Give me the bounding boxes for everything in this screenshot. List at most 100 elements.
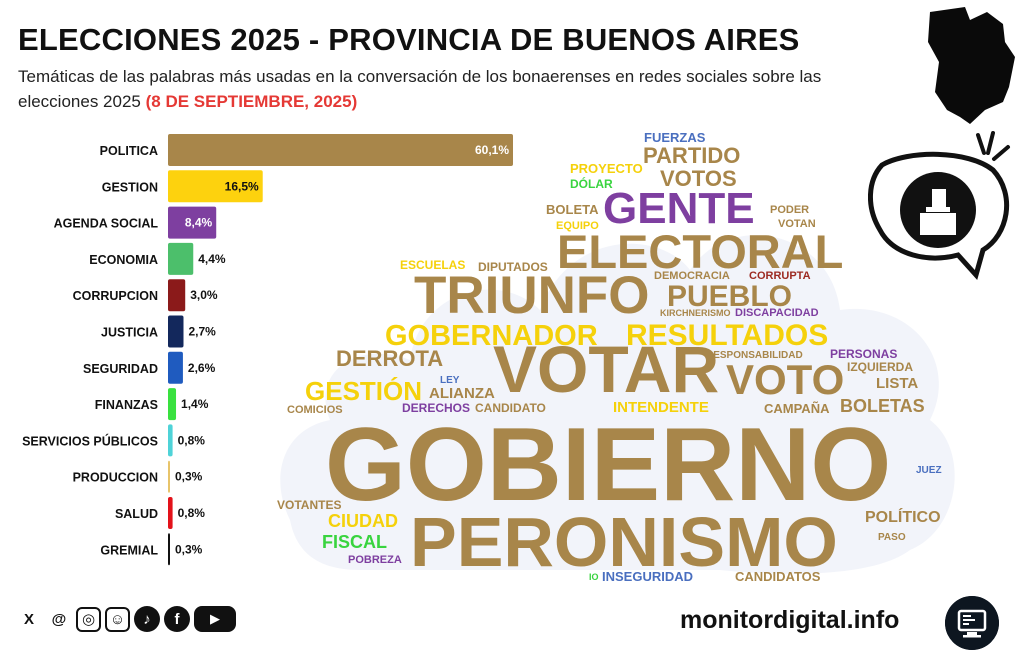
word-lista: LISTA xyxy=(876,375,918,392)
category-label: SALUD xyxy=(115,507,158,521)
subtitle-text: Temáticas de las palabras más usadas en … xyxy=(18,67,822,111)
word-electoral: ELECTORAL xyxy=(557,225,843,278)
word-peronismo: PERONISMO xyxy=(410,503,838,581)
bar xyxy=(168,242,194,275)
value-label: 0,3% xyxy=(175,542,203,556)
word-voto: VOTO xyxy=(726,356,844,403)
word-ley: LEY xyxy=(440,375,460,386)
value-label: 4,4% xyxy=(198,252,226,266)
word-personas: PERSONAS xyxy=(830,347,897,361)
word-corrupta: CORRUPTA xyxy=(749,270,811,282)
word-politico: POLÍTICO xyxy=(865,507,941,526)
page-title: ELECCIONES 2025 - PROVINCIA DE BUENOS AI… xyxy=(18,22,800,57)
category-label: PRODUCCION xyxy=(73,471,158,485)
category-label: AGENDA SOCIAL xyxy=(54,217,159,231)
word-campana: CAMPAÑA xyxy=(764,401,830,416)
word-diputados: DIPUTADOS xyxy=(478,260,548,274)
word-alianza: ALIANZA xyxy=(429,385,495,402)
category-label: ECONOMIA xyxy=(89,253,158,267)
category-label: GREMIAL xyxy=(100,543,158,557)
bar xyxy=(168,351,183,384)
word-io: IO xyxy=(589,572,599,582)
word-juez: JUEZ xyxy=(916,465,942,476)
word-fuerzas: FUERZAS xyxy=(644,130,706,145)
word-pueblo: PUEBLO xyxy=(667,280,792,313)
tiktok-icon[interactable]: ♪ xyxy=(134,606,160,632)
value-label: 1,4% xyxy=(181,397,209,411)
word-comicios: COMICIOS xyxy=(287,404,343,416)
word-equipo: EQUIPO xyxy=(556,220,599,232)
bar xyxy=(168,533,170,566)
word-dolar: DÓLAR xyxy=(570,176,613,191)
word-poder: PODER xyxy=(770,204,809,216)
threads-icon[interactable]: @ xyxy=(51,610,67,628)
bar xyxy=(168,497,173,529)
category-label: GESTION xyxy=(102,180,158,194)
category-label: SERVICIOS PÚBLICOS xyxy=(22,433,158,448)
bar xyxy=(168,388,177,421)
word-votantes: VOTANTES xyxy=(277,498,341,512)
word-votar: VOTAR xyxy=(493,332,719,406)
word-kirchnerismo: KIRCHNERISMO xyxy=(660,308,731,318)
x-icon[interactable]: X xyxy=(23,610,34,628)
word-responsabilidad: RESPONSABILIDAD xyxy=(706,350,803,361)
reddit-icon[interactable]: ☺ xyxy=(105,606,130,632)
word-intendente: INTENDENTE xyxy=(613,399,709,416)
word-resultados: RESULTADOS xyxy=(626,319,828,352)
word-votan: VOTAN xyxy=(778,218,816,230)
word-candidato: CANDIDATO xyxy=(475,401,546,415)
bar xyxy=(168,170,263,203)
word-pobreza: POBREZA xyxy=(348,554,402,566)
word-gestion: GESTIÓN xyxy=(305,376,422,406)
word-boleta: BOLETA xyxy=(546,202,599,217)
cloud-shape xyxy=(280,235,955,574)
value-label: 2,6% xyxy=(188,361,216,375)
word-democracia: DEMOCRACIA xyxy=(654,270,730,282)
word-inseguridad: INSEGURIDAD xyxy=(602,569,693,584)
value-label: 3,0% xyxy=(190,288,218,302)
value-label: 0,3% xyxy=(175,470,203,484)
value-label: 0,8% xyxy=(178,506,206,520)
word-escuelas: ESCUELAS xyxy=(400,258,465,272)
social-icons: X @ ◎ ☺ ♪ f ▶ xyxy=(16,606,236,632)
word-discapacidad: DISCAPACIDAD xyxy=(735,307,819,319)
bar-chart: POLITICA 60,1% GESTION 16,5% AGENDA SOCIAL 8,… xyxy=(22,134,513,566)
value-label: 2,7% xyxy=(188,325,216,339)
word-candidatos: CANDIDATOS xyxy=(735,569,821,584)
province-map-icon xyxy=(928,7,1015,124)
word-derrota: DERROTA xyxy=(336,346,443,371)
category-label: SEGURIDAD xyxy=(83,362,158,376)
subtitle-date: (8 DE SEPTIEMBRE, 2025) xyxy=(145,92,358,111)
category-label: POLITICA xyxy=(100,144,158,158)
word-partido: PARTIDO xyxy=(643,143,740,168)
bar xyxy=(168,206,217,239)
site-name[interactable]: monitordigital.info xyxy=(680,606,900,634)
bar xyxy=(168,460,170,493)
value-label: 8,4% xyxy=(185,216,213,230)
word-gobernador: GOBERNADOR xyxy=(385,320,598,352)
value-label: 16,5% xyxy=(225,179,259,193)
instagram-icon[interactable]: ◎ xyxy=(76,606,101,632)
category-label: CORRUPCION xyxy=(73,289,158,303)
bar xyxy=(168,279,186,312)
category-label: JUSTICIA xyxy=(101,326,158,340)
word-fiscal: FISCAL xyxy=(322,532,387,552)
bar xyxy=(168,134,513,166)
ballot-bubble-icon xyxy=(868,131,1010,281)
word-triunfo: TRIUNFO xyxy=(414,266,650,325)
bar xyxy=(168,424,173,457)
word-ciudad: CIUDAD xyxy=(328,511,398,531)
word-boletas: BOLETAS xyxy=(840,396,925,416)
value-label: 60,1% xyxy=(475,143,509,157)
word-gobierno: GOBIERNO xyxy=(325,407,891,523)
word-votos: VOTOS xyxy=(660,166,737,191)
category-label: FINANZAS xyxy=(95,398,158,412)
word-group: FUERZAS PARTIDO PROYECTO VOTOS DÓLAR BOL… xyxy=(277,130,942,584)
value-label: 0,8% xyxy=(178,433,206,447)
youtube-icon[interactable]: ▶ xyxy=(194,606,236,632)
word-izquierda: IZQUIERDA xyxy=(847,360,913,374)
word-proyecto: PROYECTO xyxy=(570,161,643,176)
word-derechos: DERECHOS xyxy=(402,401,470,415)
word-cloud: FUERZAS PARTIDO PROYECTO VOTOS DÓLAR BOL… xyxy=(277,130,955,584)
facebook-icon[interactable]: f xyxy=(164,606,190,632)
